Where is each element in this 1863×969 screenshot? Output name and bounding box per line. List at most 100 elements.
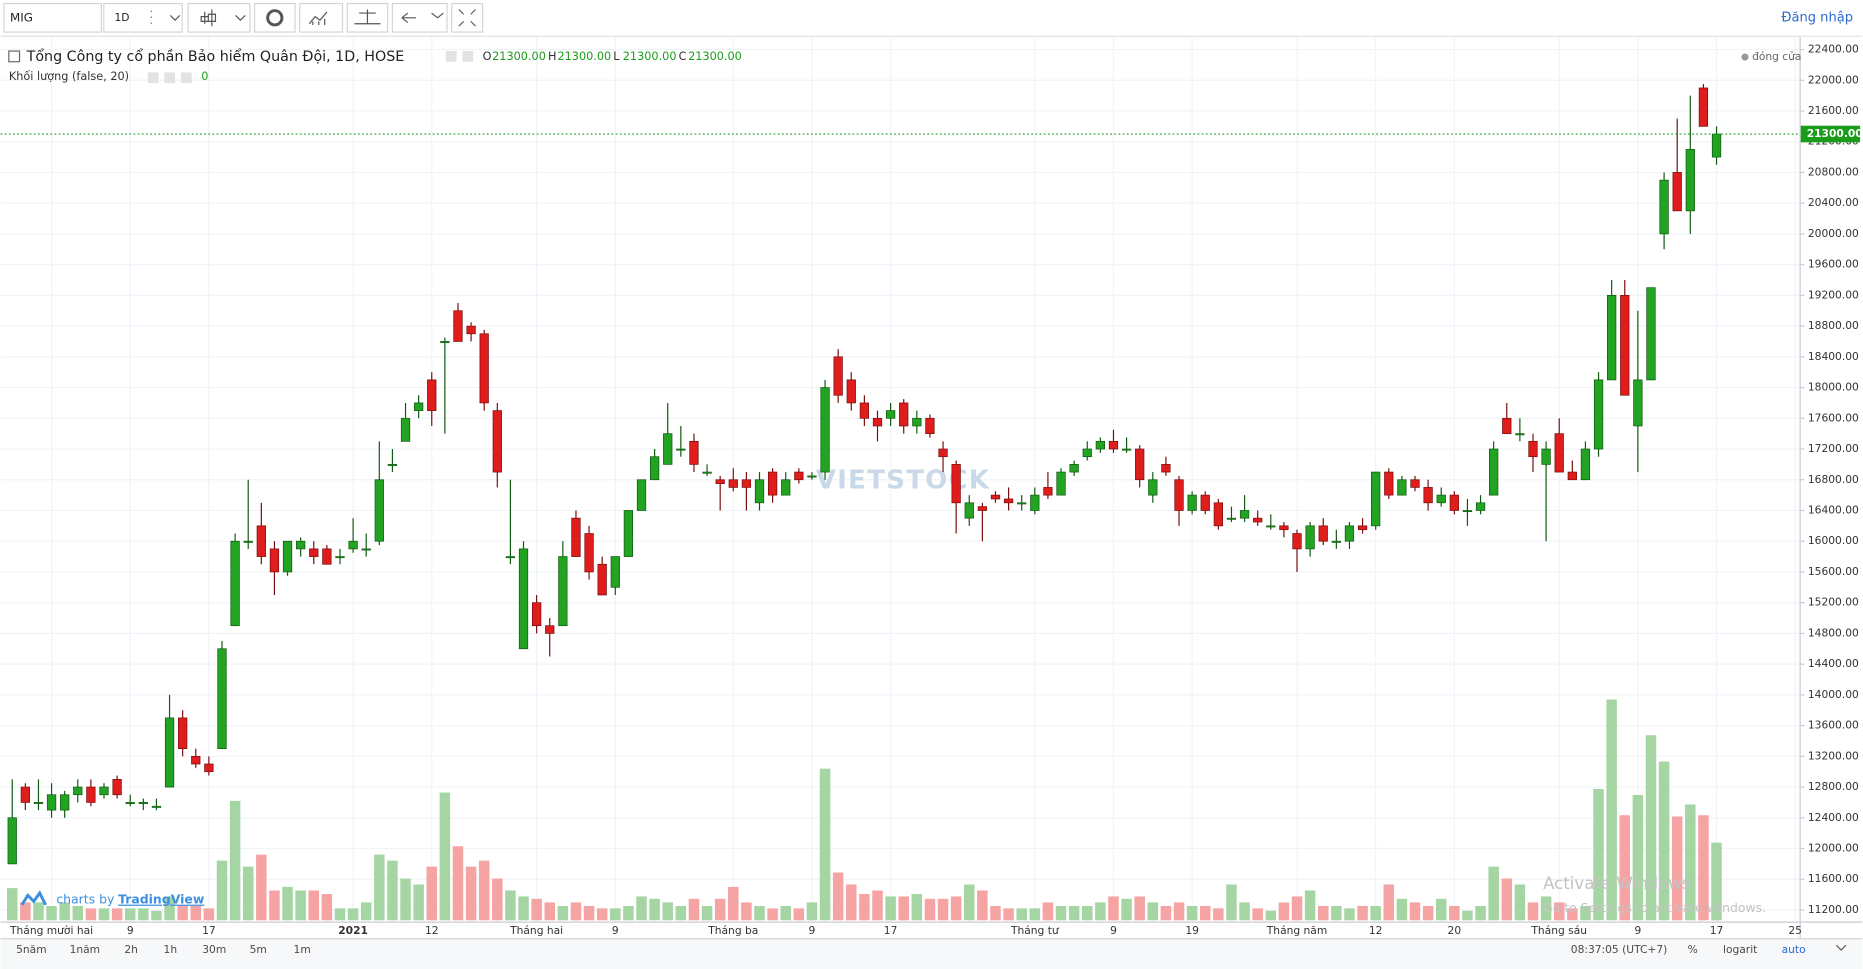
y-tick-label: 15600.00 — [1808, 565, 1859, 578]
range-button[interactable]: 2h — [124, 943, 138, 956]
candle-body — [1279, 525, 1289, 531]
volume-bar — [636, 896, 647, 921]
volume-bar — [885, 896, 896, 921]
volume-bar — [1068, 905, 1080, 921]
candle-body — [1489, 448, 1499, 496]
toolbar-icons — [150, 9, 246, 27]
volume-bar — [662, 902, 673, 921]
undo-redo-button[interactable] — [391, 2, 448, 33]
volume-bar — [242, 866, 254, 921]
volume-bar — [138, 908, 149, 921]
volume-bar — [85, 908, 97, 921]
legend-button[interactable] — [462, 51, 474, 62]
range-button[interactable]: 30m — [202, 943, 226, 956]
indicators-button[interactable] — [299, 2, 344, 33]
candle-body — [1410, 479, 1420, 488]
settings-button[interactable] — [254, 2, 296, 33]
chart-type-button[interactable] — [187, 2, 251, 33]
y-tick-label: 11200.00 — [1808, 903, 1859, 916]
market-status: đóng cửa — [1752, 50, 1801, 63]
x-tick-label: Tháng năm — [1266, 924, 1327, 937]
candle-body — [191, 755, 201, 765]
volume-bar — [1121, 898, 1132, 921]
price-axis — [1799, 36, 1863, 939]
y-tick-label: 12800.00 — [1808, 780, 1859, 793]
x-tick-label: Tháng hai — [509, 924, 563, 937]
volume-bar — [1449, 905, 1460, 921]
volume-bar — [1199, 905, 1211, 921]
volume-bar — [688, 898, 700, 921]
candle-body — [427, 379, 437, 411]
volume-bar — [714, 898, 726, 921]
candle-body — [322, 548, 332, 565]
y-tick-label: 20000.00 — [1808, 227, 1859, 240]
candle-body — [545, 625, 555, 634]
symbol[interactable]: MIG — [10, 10, 33, 24]
volume-bar — [675, 905, 687, 921]
candle-body — [689, 440, 699, 465]
x-tick-label: Tháng tư — [1010, 924, 1060, 937]
candle-body — [1659, 179, 1669, 235]
volume-bar — [741, 902, 752, 921]
symbol-box[interactable] — [3, 2, 103, 33]
credit-brand[interactable]: TradingView — [118, 892, 205, 907]
candle-body — [741, 479, 752, 488]
range-button[interactable]: 1năm — [70, 943, 101, 956]
candle-body — [1620, 295, 1630, 396]
x-tick-label: 9 — [1634, 924, 1641, 937]
login-link[interactable]: Đăng nhập — [1781, 10, 1853, 25]
volume-bar — [308, 890, 320, 921]
volume-bar — [1344, 908, 1355, 921]
collapse-icon[interactable] — [8, 50, 21, 63]
legend-button[interactable] — [181, 72, 192, 84]
auto-toggle[interactable]: auto — [1782, 943, 1806, 956]
legend-button[interactable] — [164, 72, 176, 84]
interval-box[interactable] — [103, 2, 183, 33]
ohlc-label: L — [613, 50, 620, 63]
candle-body — [1292, 533, 1302, 550]
interval[interactable]: 1D — [115, 11, 130, 24]
status-dot — [1741, 53, 1749, 61]
candle-body — [1607, 295, 1617, 381]
range-button[interactable]: 1m — [294, 943, 311, 956]
y-tick-label: 14000.00 — [1808, 688, 1859, 701]
candle-body — [767, 471, 778, 496]
volume-bar — [269, 890, 280, 921]
range-button[interactable]: 5m — [250, 943, 267, 956]
ohlc-value: 21300.00 — [688, 50, 742, 63]
y-tick-label: 16000.00 — [1808, 534, 1859, 547]
volume-bar — [20, 902, 31, 921]
x-tick-label: 20 — [1448, 924, 1462, 937]
candle-body — [1462, 510, 1473, 513]
last-price-box — [1800, 125, 1861, 143]
legend-button[interactable] — [147, 72, 159, 84]
fullscreen-button[interactable] — [451, 2, 484, 33]
candle-body — [243, 540, 253, 543]
y-tick-label: 22400.00 — [1808, 43, 1859, 56]
candle-body — [374, 479, 384, 542]
y-tick-label: 19200.00 — [1808, 288, 1859, 301]
legend-button[interactable] — [445, 51, 457, 62]
volume-bar — [1593, 788, 1604, 921]
range-button[interactable]: 1h — [164, 943, 178, 956]
volume-bar — [754, 905, 765, 921]
candle-body — [1030, 494, 1040, 511]
candle-body — [1161, 464, 1171, 473]
candle-body — [60, 794, 70, 811]
candle-body — [1567, 471, 1577, 481]
candle-body — [1397, 479, 1407, 496]
candle-body — [309, 548, 319, 557]
ohlc-value: 21300.00 — [623, 50, 677, 63]
candle-body — [99, 786, 109, 796]
candle-body — [1043, 487, 1053, 496]
log-toggle[interactable]: logarit — [1723, 943, 1757, 956]
candle-body — [1515, 433, 1525, 436]
volume-bar — [413, 884, 424, 921]
percent-toggle[interactable]: % — [1688, 943, 1698, 956]
range-button[interactable]: 5năm — [16, 943, 47, 956]
volume-bar — [649, 898, 660, 921]
collapse-icon[interactable] — [1835, 944, 1847, 951]
candle-body — [571, 517, 581, 557]
candle-body — [151, 805, 162, 808]
